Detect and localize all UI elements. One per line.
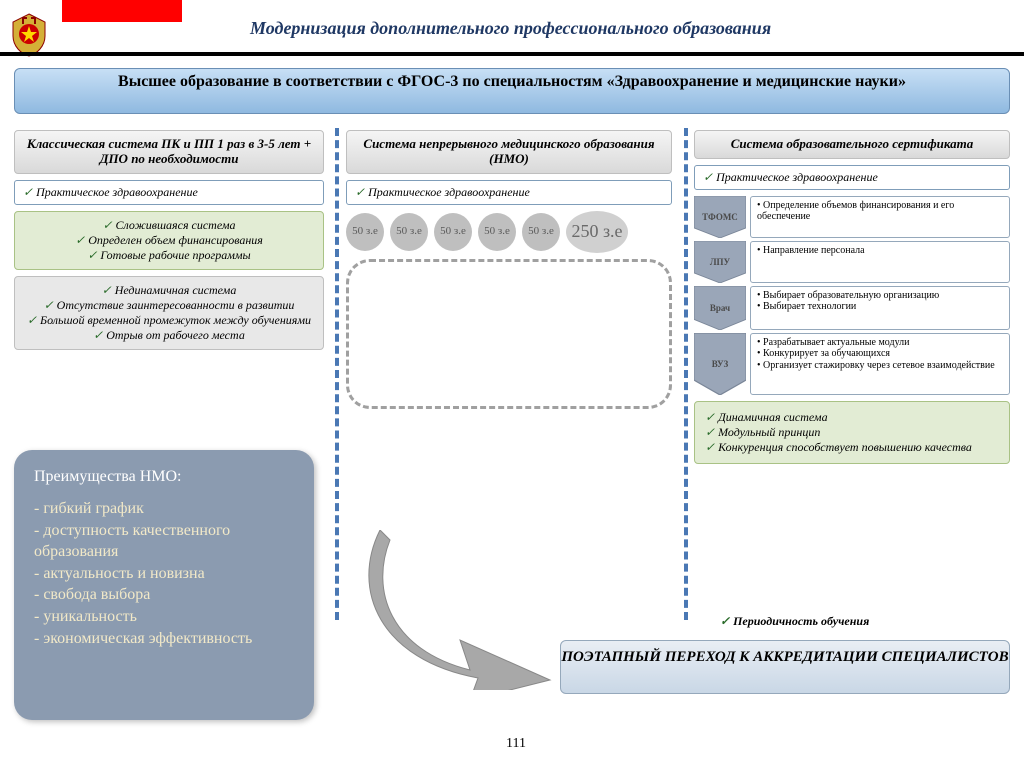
col1-pros: Сложившаяся системаОпределен объем финан… — [14, 211, 324, 270]
col1-practice: Практическое здравоохранение — [14, 180, 324, 205]
col2-header: Система непрерывного медицинского образо… — [346, 130, 672, 174]
callout-title: Преимущества НМО: — [34, 468, 294, 486]
advantage-item: Модульный принцип — [705, 425, 999, 440]
pro-item: Определен объем финансирования — [23, 233, 315, 248]
credit-circle: 50 з.е — [434, 213, 472, 251]
credit-circle: 50 з.е — [390, 213, 428, 251]
credit-circles: 50 з.е50 з.е50 з.е50 з.е50 з.е250 з.е — [346, 211, 672, 253]
advantage-item: Динамичная система — [705, 410, 999, 425]
actor-chevron: ЛПУ — [694, 241, 746, 283]
col3-header: Система образовательного сертификата — [694, 130, 1010, 159]
callout-item: гибкий график — [34, 498, 294, 520]
col3-advantages: Динамичная системаМодульный принципКонку… — [694, 401, 1010, 464]
actor-row: ТФОМСОпределение объемов финансирования … — [694, 196, 1010, 238]
advantage-item: Конкуренция способствует повышению качес… — [705, 440, 999, 455]
main-banner: Высшее образование в соответствии с ФГОС… — [14, 68, 1010, 114]
callout-item: доступность качественного образования — [34, 520, 294, 563]
curved-arrow-icon — [360, 530, 560, 690]
callout-item: актуальность и новизна — [34, 563, 294, 585]
red-accent-bar — [62, 0, 182, 22]
col2-practice: Практическое здравоохранение — [346, 180, 672, 205]
actor-chevron: ВУЗ — [694, 333, 746, 395]
col3-practice: Практическое здравоохранение — [694, 165, 1010, 190]
periodicity-label: Периодичность обучения — [720, 614, 869, 629]
column-nmo: Система непрерывного медицинского образо… — [346, 130, 672, 415]
page-title: Модернизация дополнительного профессиона… — [250, 18, 1014, 39]
empty-module-area — [346, 259, 672, 409]
credit-circle: 50 з.е — [522, 213, 560, 251]
callout-item: свобода выбора — [34, 584, 294, 606]
con-item: Большой временной промежуток между обуче… — [23, 313, 315, 328]
col1-cons: Нединамичная системаОтсутствие заинтерес… — [14, 276, 324, 350]
page-number: 111 — [506, 736, 526, 752]
nmo-advantages-callout: Преимущества НМО: гибкий графикдоступнос… — [14, 450, 314, 720]
credit-circle: 50 з.е — [346, 213, 384, 251]
column-classic: Классическая система ПК и ПП 1 раз в 3-5… — [14, 130, 324, 356]
pro-item: Сложившаяся система — [23, 218, 315, 233]
emblem-icon — [5, 10, 53, 58]
actor-row: ЛПУНаправление персонала — [694, 241, 1010, 283]
con-item: Отрыв от рабочего места — [23, 328, 315, 343]
actor-chevron: ТФОМС — [694, 196, 746, 238]
actor-chevron: Врач — [694, 286, 746, 330]
column-divider-1 — [335, 128, 339, 620]
credit-total: 250 з.е — [566, 211, 628, 253]
pro-item: Готовые рабочие программы — [23, 248, 315, 263]
callout-item: экономическая эффективность — [34, 628, 294, 650]
actor-desc: Выбирает образовательную организациюВыби… — [750, 286, 1010, 330]
credit-circle: 50 з.е — [478, 213, 516, 251]
column-divider-2 — [684, 128, 688, 620]
con-item: Отсутствие заинтересованности в развитии — [23, 298, 315, 313]
actor-row: ВрачВыбирает образовательную организацию… — [694, 286, 1010, 330]
column-certificate: Система образовательного сертификата Пра… — [694, 130, 1010, 464]
callout-item: уникальность — [34, 606, 294, 628]
bottom-conclusion: ПОЭТАПНЫЙ ПЕРЕХОД К АККРЕДИТАЦИИ СПЕЦИАЛ… — [560, 640, 1010, 694]
actor-desc: Разрабатывает актуальные модулиКонкуриру… — [750, 333, 1010, 395]
title-rule — [0, 52, 1024, 56]
con-item: Нединамичная система — [23, 283, 315, 298]
actor-desc: Направление персонала — [750, 241, 1010, 283]
actor-desc: Определение объемов финансирования и его… — [750, 196, 1010, 238]
actor-row: ВУЗРазрабатывает актуальные модулиКонкур… — [694, 333, 1010, 395]
col1-header: Классическая система ПК и ПП 1 раз в 3-5… — [14, 130, 324, 174]
